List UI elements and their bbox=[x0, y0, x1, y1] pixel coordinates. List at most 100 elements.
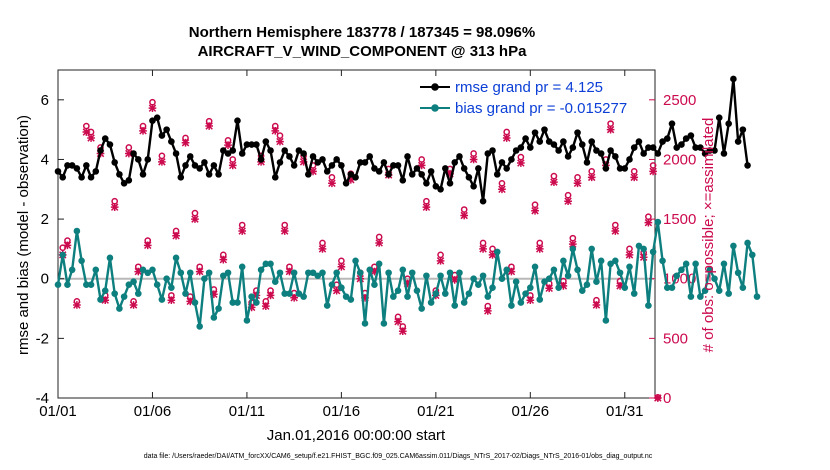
obs-assimilated-point bbox=[535, 245, 544, 253]
bias-point bbox=[309, 269, 317, 277]
rmse-point bbox=[328, 162, 336, 169]
bias-point bbox=[423, 272, 430, 280]
bias-point bbox=[101, 287, 109, 294]
bias-point bbox=[87, 281, 95, 288]
bias-point bbox=[305, 269, 312, 277]
bias-point bbox=[578, 287, 586, 294]
y-right-tick-label: 500 bbox=[663, 330, 688, 347]
bias-point bbox=[210, 314, 218, 321]
bias-point bbox=[626, 263, 633, 271]
y-axis-left-label: rmse and bias (model - observation) bbox=[15, 115, 32, 355]
bias-point bbox=[725, 290, 732, 297]
rmse-point bbox=[390, 162, 397, 169]
bias-point bbox=[134, 290, 142, 297]
rmse-point bbox=[309, 153, 317, 160]
bias-point bbox=[238, 263, 246, 271]
bias-point bbox=[59, 251, 67, 259]
bias-point bbox=[361, 320, 369, 327]
obs-assimilated-point bbox=[436, 256, 445, 265]
y-left-tick-label: 4 bbox=[41, 151, 49, 168]
bias-point bbox=[456, 269, 463, 277]
bias-point bbox=[621, 284, 629, 291]
obs-assimilated-point bbox=[134, 267, 143, 276]
bias-point bbox=[163, 275, 170, 283]
rmse-point bbox=[290, 162, 298, 169]
rmse-point bbox=[267, 147, 274, 154]
rmse-point bbox=[602, 165, 610, 172]
bias-point bbox=[701, 287, 709, 294]
rmse-point bbox=[186, 153, 194, 160]
rmse-point bbox=[574, 129, 581, 136]
bias-point bbox=[168, 284, 175, 291]
rmse-point bbox=[678, 141, 685, 148]
rmse-point bbox=[649, 144, 657, 151]
obs-assimilated-point bbox=[550, 178, 558, 186]
rmse-point bbox=[692, 144, 699, 151]
bias-point bbox=[404, 293, 411, 300]
bias-point bbox=[659, 257, 666, 265]
bias-point bbox=[290, 269, 298, 277]
rmse-point bbox=[134, 156, 142, 163]
bias-point bbox=[78, 257, 85, 265]
bias-point bbox=[149, 266, 156, 274]
obs-assimilated-point bbox=[143, 241, 152, 250]
bias-point bbox=[574, 266, 581, 274]
bias-point bbox=[257, 266, 265, 274]
rmse-point bbox=[210, 162, 218, 169]
rmse-point bbox=[144, 156, 152, 163]
bias-point bbox=[418, 305, 425, 312]
rmse-point bbox=[734, 138, 742, 145]
rmse-point bbox=[73, 165, 81, 172]
bias-point bbox=[371, 281, 378, 288]
obs-assimilated-point bbox=[403, 279, 412, 288]
obs-assimilated-point bbox=[568, 240, 577, 248]
rmse-point bbox=[456, 153, 463, 160]
rmse-point bbox=[663, 135, 671, 142]
rmse-point bbox=[83, 162, 90, 169]
bias-point bbox=[437, 272, 444, 280]
bias-point bbox=[555, 284, 562, 291]
bias-point bbox=[300, 293, 307, 300]
bias-point bbox=[744, 239, 751, 247]
y-left-tick-label: 6 bbox=[41, 92, 49, 109]
bias-point bbox=[522, 290, 529, 297]
bias-point bbox=[692, 260, 699, 268]
bias-point bbox=[276, 269, 284, 277]
obs-assimilated-point bbox=[375, 239, 384, 247]
y-left-tick-label: 2 bbox=[41, 211, 49, 228]
bias-point bbox=[465, 290, 473, 297]
rmse-point bbox=[725, 120, 732, 127]
obs-assimilated-point bbox=[110, 203, 119, 212]
rmse-point bbox=[432, 182, 440, 190]
rmse-point bbox=[583, 159, 591, 166]
obs-assimilated-point bbox=[653, 394, 662, 402]
bias-point bbox=[125, 281, 133, 288]
rmse-point bbox=[645, 144, 652, 151]
bias-point bbox=[697, 293, 704, 300]
rmse-point bbox=[215, 171, 222, 178]
bias-point bbox=[347, 296, 355, 303]
rmse-point bbox=[404, 153, 411, 160]
rmse-point bbox=[522, 135, 529, 142]
rmse-point bbox=[92, 168, 100, 175]
rmse-point bbox=[347, 171, 355, 178]
rmse-point bbox=[234, 117, 241, 124]
rmse-point bbox=[201, 159, 208, 166]
legend-label-rmse: rmse grand pr = 4.125 bbox=[455, 79, 603, 96]
rmse-point bbox=[375, 168, 383, 175]
rmse-point bbox=[588, 138, 596, 145]
bias-point bbox=[607, 260, 614, 268]
rmse-point bbox=[479, 197, 487, 205]
bias-point bbox=[630, 290, 638, 297]
rmse-point bbox=[87, 174, 95, 181]
bias-point bbox=[645, 302, 652, 309]
rmse-point bbox=[564, 153, 572, 160]
rmse-point bbox=[253, 141, 260, 148]
rmse-point bbox=[616, 165, 624, 172]
obs-assimilated-point bbox=[261, 302, 270, 310]
rmse-point bbox=[366, 153, 374, 160]
obs-assimilated-point bbox=[309, 167, 317, 176]
bias-point bbox=[635, 242, 643, 250]
bias-point bbox=[366, 266, 374, 274]
y-axis-right-label: # of obs: o=possible; ×=assimilated bbox=[700, 118, 717, 353]
